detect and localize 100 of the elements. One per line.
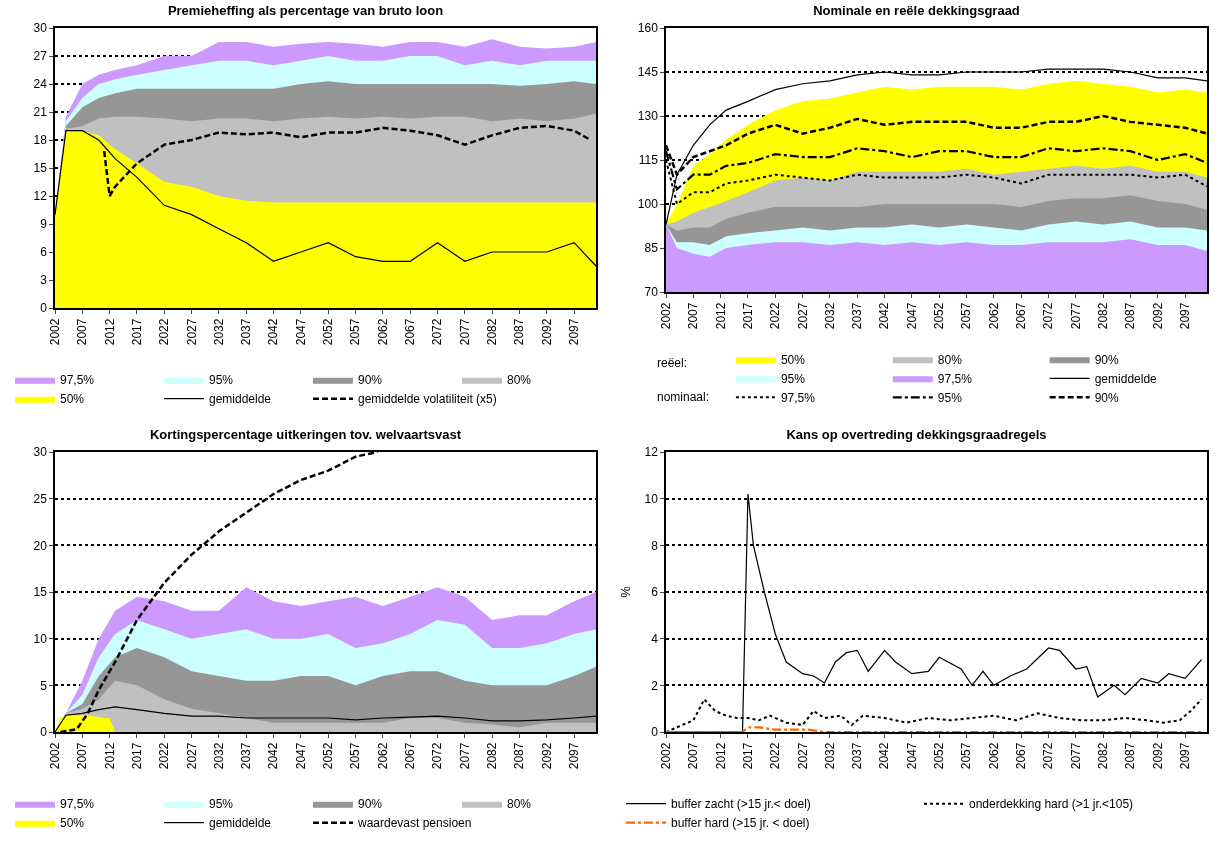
x-tick-label: 2042 [877,742,892,770]
y-tick-label: 20 [33,538,48,553]
x-tick-label: 2012 [713,742,728,770]
y-tick-label: 115 [638,153,659,168]
legend-label: 97,5% [780,390,816,405]
x-tick-label: 2047 [904,742,919,770]
x-tick-label: 2052 [932,742,947,770]
y-tick-label: 15 [33,585,48,600]
x-tick-label: 2037 [850,742,865,770]
x-tick-label: 2042 [266,742,281,770]
x-tick-label: 2032 [211,318,226,346]
x-tick-label: 2082 [485,318,500,346]
legend-label: 95% [937,390,963,405]
legend-label: 50% [60,816,85,831]
x-tick-label: 2002 [47,742,62,770]
y-tick-label: 0 [40,725,48,740]
x-tick-label: 2027 [795,302,810,330]
legend-label: 50% [780,352,806,367]
y-tick-label: 70 [644,285,659,300]
x-tick-label: 2082 [1096,742,1111,770]
x-tick-label: 2092 [1150,302,1165,330]
legend-label: 50% [60,392,85,407]
x-tick-label: 2007 [686,742,701,770]
x-tick-label: 2052 [932,302,947,330]
legend-label: 90% [358,797,383,812]
x-tick-label: 2067 [403,742,418,770]
legend-label: 80% [937,352,963,367]
x-tick-label: 2057 [959,742,974,770]
x-tick-label: 2017 [129,742,144,770]
x-tick-label: 2027 [184,742,199,770]
x-tick-label: 2047 [293,318,308,346]
y-tick-label: 8 [651,538,659,553]
y-tick-label: 25 [33,491,48,506]
y-tick-label: 6 [40,245,48,260]
y-tick-label: 0 [651,725,659,740]
y-tick-label: 85 [644,241,659,256]
x-tick-label: 2032 [822,742,837,770]
x-tick-label: 2097 [1178,302,1193,330]
x-tick-label: 2092 [539,318,554,346]
y-tick-label: 10 [33,631,48,646]
x-tick-label: 2077 [1068,302,1083,330]
x-tick-label: 2042 [877,302,892,330]
x-tick-label: 2022 [157,742,172,770]
chart-title: Nominale en reële dekkingsgraad [813,3,1020,19]
y-tick-label: 21 [33,105,48,120]
chart-title: Kans op overtreding dekkingsgraadregels [786,427,1047,443]
x-tick-label: 2087 [512,318,527,346]
x-tick-label: 2087 [1123,742,1138,770]
legend-label: gemiddelde volatiliteit (x5) [358,392,497,407]
x-tick-label: 2062 [986,742,1001,770]
y-tick-label: 3 [40,273,48,288]
y-tick-label: 30 [33,21,48,36]
legend-label: 95% [780,371,806,386]
x-tick-label: 2042 [266,318,281,346]
x-tick-label: 2062 [986,302,1001,330]
y-tick-label: 0 [40,301,48,316]
x-tick-label: 2032 [822,302,837,330]
y-tick-label: 10 [644,491,659,506]
legend-label: 97,5% [60,797,95,812]
x-tick-label: 2002 [658,742,673,770]
x-tick-label: 2082 [1096,302,1111,330]
legend-label: buffer hard (>15 jr. < doel) [671,816,810,831]
x-tick-label: 2087 [1123,302,1138,330]
x-tick-label: 2037 [239,742,254,770]
x-tick-label: 2067 [1014,302,1029,330]
x-tick-label: 2022 [157,318,172,346]
x-tick-label: 2092 [1150,742,1165,770]
x-tick-label: 2007 [75,742,90,770]
x-tick-label: 2002 [658,302,673,330]
x-tick-label: 2092 [539,742,554,770]
y-tick-label: 6 [651,585,659,600]
x-tick-label: 2082 [485,742,500,770]
legend-label: 90% [358,373,383,388]
x-tick-label: 2057 [348,742,363,770]
y-tick-label: 27 [33,49,48,64]
x-tick-label: 2007 [686,302,701,330]
legend-label: 80% [507,373,532,388]
x-tick-label: 2072 [430,742,445,770]
legend-label: 97,5% [60,373,95,388]
y-axis-title: % [617,585,633,598]
y-tick-label: 12 [33,189,48,204]
x-tick-label: 2002 [47,318,62,346]
x-tick-label: 2012 [102,742,117,770]
x-tick-label: 2027 [795,742,810,770]
legend-label: 97,5% [937,371,973,386]
legend-label: gemiddelde [1094,371,1158,386]
x-tick-label: 2022 [768,302,783,330]
x-tick-label: 2012 [102,318,117,346]
y-tick-label: 145 [637,65,659,80]
y-tick-label: 4 [651,631,659,646]
y-tick-label: 100 [637,197,659,212]
x-tick-label: 2097 [567,742,582,770]
y-tick-label: 12 [644,445,659,460]
x-tick-label: 2062 [375,318,390,346]
legend-label: 90% [1094,352,1120,367]
legend-label: waardevast pensioen [357,816,472,831]
x-tick-label: 2057 [959,302,974,330]
x-tick-label: 2077 [457,742,472,770]
x-tick-label: 2017 [740,302,755,330]
x-tick-label: 2097 [1178,742,1193,770]
